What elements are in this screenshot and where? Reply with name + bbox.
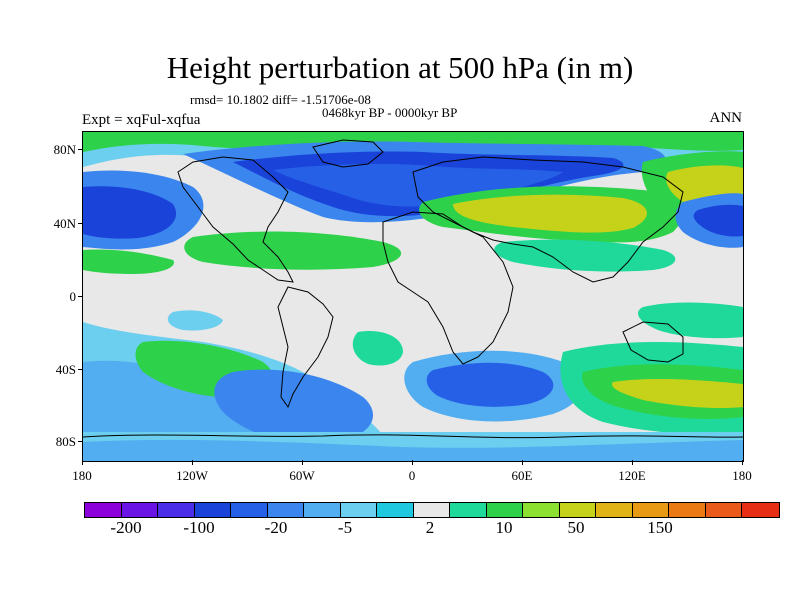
colorbar-swatch (413, 503, 450, 517)
colorbar-label: -200 (110, 518, 142, 537)
colorbar-swatch (158, 503, 195, 517)
colorbar-label: -100 (183, 518, 215, 537)
colorbar-label: -20 (264, 518, 288, 537)
colorbar-swatch (194, 503, 231, 517)
lat-label-80n: 80N (53, 142, 76, 157)
colorbar-swatch (304, 503, 341, 517)
lat-label-40s: 40S (55, 362, 76, 377)
colorbar-swatch (559, 503, 596, 517)
axis-tick (78, 369, 83, 370)
colorbar-swatch (231, 503, 268, 517)
axis-tick (82, 460, 83, 465)
colorbar-swatch (450, 503, 487, 517)
colorbar-swatch (596, 503, 633, 517)
lon-label-180w: 180 (72, 468, 92, 483)
lat-label-40n: 40N (53, 216, 76, 231)
season-label: ANN (709, 110, 743, 126)
lon-label-120e: 120E (618, 468, 646, 483)
axis-tick (78, 296, 83, 297)
colorbar-label: 10 (495, 518, 513, 537)
axis-tick (522, 460, 523, 465)
colorbar-label: 2 (425, 518, 435, 537)
colorbar-swatch (632, 503, 669, 517)
axis-tick (632, 460, 633, 465)
colorbar-swatch (85, 503, 122, 517)
axis-tick (412, 460, 413, 465)
colorbar-swatch (705, 503, 742, 517)
rmsd-stats: rmsd= 10.1802 diff= -1.51706e-08 (190, 92, 371, 107)
lon-label-60e: 60E (511, 468, 533, 483)
colorbar-swatch (340, 503, 377, 517)
lon-label-0: 0 (408, 468, 416, 483)
time-period: 0468kyr BP - 0000kyr BP (322, 105, 458, 120)
colorbar-swatch (486, 503, 523, 517)
axis-tick (192, 460, 193, 465)
contour-map (82, 131, 744, 462)
lon-label-120w: 120W (176, 468, 208, 483)
colorbar-swatch (121, 503, 158, 517)
lat-label-80s: 80S (55, 434, 76, 449)
lat-label-0: 0 (69, 289, 77, 304)
axis-tick (78, 223, 83, 224)
colorbar-label: -5 (337, 518, 353, 537)
colorbar-swatch (523, 503, 560, 517)
colorbar-label: 150 (647, 518, 673, 537)
lon-label-180e: 180 (732, 468, 752, 483)
colorbar-swatch (267, 503, 304, 517)
axis-tick (78, 441, 83, 442)
axis-tick (78, 149, 83, 150)
axis-tick (742, 460, 743, 465)
contour-field (83, 132, 743, 461)
map-title: Height perturbation at 500 hPa (in m) (166, 50, 634, 85)
colorbar-swatch (377, 503, 414, 517)
lon-label-60w: 60W (289, 468, 315, 483)
axis-tick (302, 460, 303, 465)
colorbar (84, 502, 780, 518)
colorbar-swatch (742, 503, 779, 517)
colorbar-swatch (669, 503, 706, 517)
colorbar-label: 50 (567, 518, 585, 537)
experiment-label: Expt = xqFul-xqfua (82, 112, 201, 128)
